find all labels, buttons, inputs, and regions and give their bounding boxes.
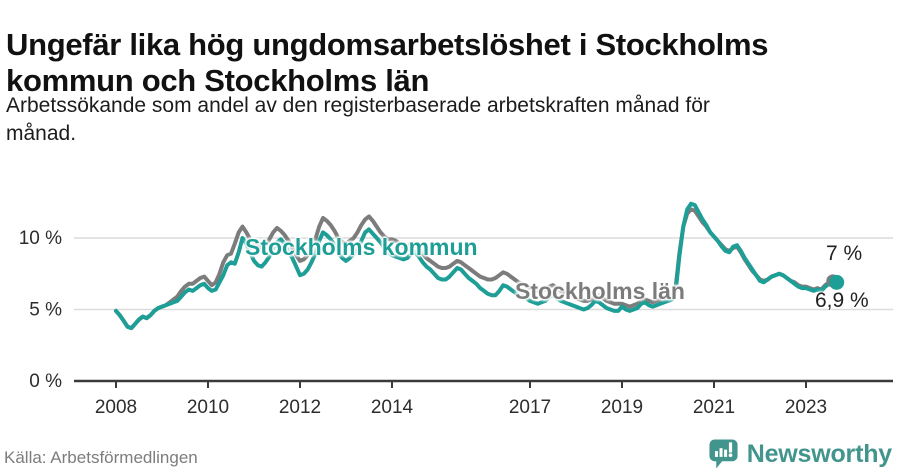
line-stockholms-kommun [114, 201, 839, 331]
chart-subtitle-line2: månad. [6, 121, 77, 145]
footer: Källa: Arbetsförmedlingen Newsworthy [0, 438, 900, 474]
page-title-line2: kommun och Stockholms län [6, 63, 430, 99]
series-label-stockholms-kommun: Stockholms kommun [245, 234, 478, 260]
end-dot-stockholms-kommun [829, 274, 845, 290]
page-title-line1: Ungefär lika hög ungdomsarbetslöshet i S… [6, 26, 769, 62]
logo-bar-medium [719, 448, 723, 457]
source-credit: Källa: Arbetsförmedlingen [4, 448, 198, 467]
x-tick-label-2021: 2021 [693, 397, 735, 418]
x-tick-label-2014: 2014 [371, 397, 414, 418]
logo-exclamation-dot [728, 453, 733, 458]
y-tick-label-10: 10 % [19, 228, 62, 249]
line-stockholms-län [114, 207, 835, 331]
y-tick-label-5: 5 % [29, 300, 62, 321]
x-tick-label-2010: 2010 [187, 397, 229, 418]
x-tick-label-2023: 2023 [785, 397, 827, 418]
x-tick-label-2017: 2017 [509, 397, 551, 418]
x-tick-label-2019: 2019 [601, 397, 643, 418]
chart-plot-area: 2008 2010 2012 2014 2017 2019 2021 2023 0 % 5 % 10… [19, 201, 893, 418]
x-tick-label-2012: 2012 [279, 397, 321, 418]
end-value-label-kommun: 6,9 % [815, 289, 869, 312]
newsworthy-wordmark: Newsworthy [746, 439, 892, 468]
chart-subtitle-line1: Arbetssökande som andel av den registerb… [6, 94, 710, 117]
y-tick-label-0: 0 % [29, 371, 62, 392]
newsworthy-logo-icon [709, 439, 738, 469]
page-title: Ungefär lika hög ungdomsarbetslöshet i S… [6, 27, 896, 100]
series-label-stockholms-lan: Stockholms län [515, 278, 685, 304]
newsworthy-logo[interactable]: Newsworthy [708, 438, 892, 470]
logo-bar-small [714, 451, 718, 457]
x-tick-label-2008: 2008 [95, 397, 137, 418]
end-value-label-lan: 7 % [826, 242, 863, 265]
logo-bar-tall [723, 449, 727, 457]
unemployment-line-chart: 2008 2010 2012 2014 2017 2019 2021 2023 0 % 5 % 10… [0, 160, 900, 425]
chart-subtitle: Arbetssökande som andel av den registerb… [6, 92, 896, 147]
logo-exclamation-bar [728, 442, 732, 453]
